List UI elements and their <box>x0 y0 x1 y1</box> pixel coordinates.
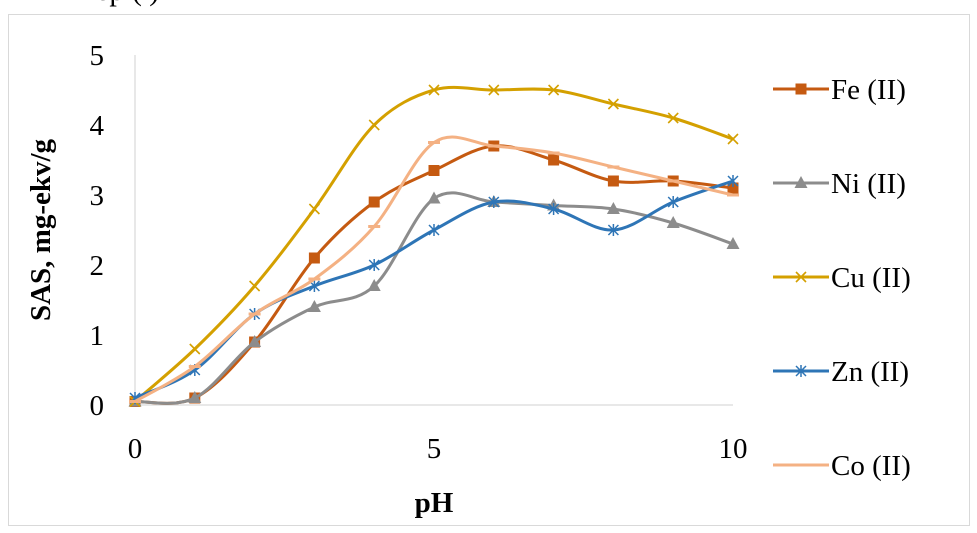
y-tick-label: 0 <box>90 390 105 422</box>
y-tick-label: 2 <box>90 250 105 282</box>
legend-label-fe-ii: Fe (II) <box>831 74 906 106</box>
x-tick-label: 0 <box>128 433 143 465</box>
data-point-cu-ii <box>428 84 440 96</box>
data-point-fe-ii <box>308 252 320 264</box>
data-point-cu-ii <box>607 98 619 110</box>
x-tick-label: 10 <box>719 433 748 465</box>
y-axis-title: SAS, mg-ekv/g <box>25 138 57 321</box>
x-tick-label: 5 <box>427 433 442 465</box>
data-point-cu-ii <box>308 203 320 215</box>
top-caption: ep ( ) <box>96 0 159 8</box>
legend: Fe (II) Ni (II) Cu (II) Zn (II) Co (II) <box>773 74 911 482</box>
data-point-fe-ii <box>548 154 560 166</box>
data-point-zn-ii <box>368 259 380 271</box>
data-point-cu-ii <box>249 280 261 292</box>
series-line-co-ii <box>134 135 734 403</box>
data-point-zn-ii <box>548 203 560 215</box>
data-point-cu-ii <box>488 84 500 96</box>
data-point-ni-ii <box>666 216 680 228</box>
data-point-cu-ii <box>667 112 679 124</box>
series-line-fe-ii <box>134 144 734 405</box>
data-point-zn-ii <box>727 175 739 187</box>
data-point-ni-ii <box>606 202 620 214</box>
y-tick-label: 1 <box>90 320 105 352</box>
data-point-ni-ii <box>307 300 321 312</box>
legend-marker-fe-ii <box>795 83 807 95</box>
data-point-ni-ii <box>427 191 441 204</box>
data-point-fe-ii <box>607 175 619 187</box>
data-point-zn-ii <box>607 224 619 236</box>
data-point-zn-ii <box>667 196 679 208</box>
data-point-fe-ii <box>428 165 440 176</box>
data-point-cu-ii <box>189 343 201 355</box>
series-layer <box>128 84 740 408</box>
y-tick-label: 4 <box>90 110 105 142</box>
data-point-cu-ii <box>548 84 560 96</box>
data-point-ni-ii <box>367 279 381 291</box>
legend-marker-cu-ii <box>795 271 807 283</box>
chart-frame <box>8 14 970 526</box>
data-point-ni-ii <box>188 391 202 403</box>
y-tick-label: 5 <box>90 40 105 72</box>
series-line-cu-ii <box>134 85 734 403</box>
data-point-fe-ii <box>368 196 380 208</box>
legend-label-ni-ii: Ni (II) <box>831 168 906 200</box>
x-axis-title: pH <box>415 487 454 519</box>
data-point-fe-ii <box>727 182 739 194</box>
legend-label-cu-ii: Cu (II) <box>831 262 911 294</box>
data-point-zn-ii <box>428 224 440 236</box>
legend-label-co-ii: Co (II) <box>831 450 911 482</box>
data-point-zn-ii <box>488 196 500 208</box>
data-point-cu-ii <box>368 119 380 131</box>
legend-marker-zn-ii <box>795 365 807 377</box>
y-tick-label: 3 <box>90 180 105 212</box>
axes-layer: 0 1 2 3 4 5 0 5 10 pH SAS, mg-ekv/g <box>25 40 748 519</box>
legend-marker-ni-ii <box>794 176 808 188</box>
legend-label-zn-ii: Zn (II) <box>831 356 909 388</box>
data-point-ni-ii <box>248 335 262 347</box>
series-line-ni-ii <box>134 191 734 405</box>
data-point-cu-ii <box>727 133 739 145</box>
data-point-ni-ii <box>726 237 740 249</box>
